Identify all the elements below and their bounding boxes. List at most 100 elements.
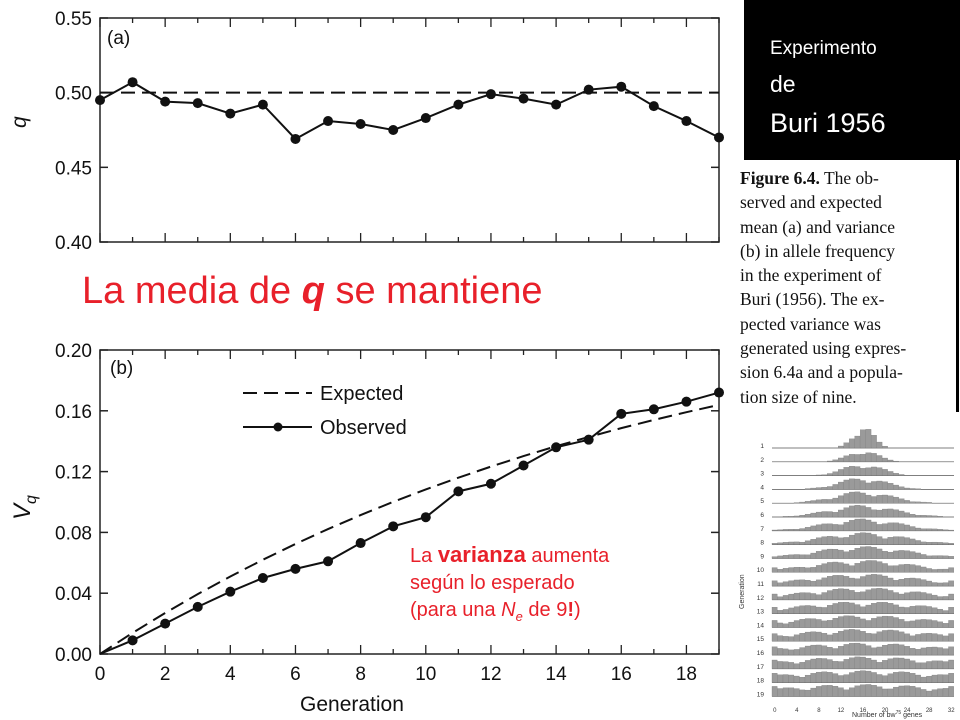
inset-histogram-bar (838, 661, 844, 669)
panel-b-ytick-label: 0.16 (55, 402, 92, 423)
panel-b-frame (99, 349, 720, 655)
inset-histogram-bar (948, 567, 954, 573)
inset-histogram-bar (860, 505, 866, 518)
inset-histogram-bar (782, 568, 789, 573)
inset-histogram-bar (804, 674, 811, 683)
panel-a-frame (99, 17, 720, 243)
inset-histogram-bar (804, 660, 811, 669)
inset-histogram-bar (810, 580, 817, 587)
inset-histogram-bar (849, 590, 855, 600)
inset-histogram-bar (937, 674, 943, 683)
inset-histogram-bar (871, 672, 877, 683)
inset-histogram-bar (827, 548, 833, 559)
inset-xlabel-b: genes (901, 712, 923, 719)
inset-histogram-bar (887, 508, 894, 518)
inset-histogram-bar (893, 484, 899, 490)
panel-a-data-point (160, 96, 171, 107)
inset-histogram-bar (893, 522, 899, 531)
panel-b-ytick-label: 0.00 (55, 645, 92, 666)
panel-b-data-point (355, 538, 366, 549)
inset-xlabel-a: Number of bw (852, 712, 897, 719)
inset-histogram-bar (898, 578, 905, 587)
inset-histogram-bar (893, 580, 899, 587)
inset-row-label: 8 (760, 540, 764, 547)
inset-histogram-bar (821, 563, 828, 573)
inset-histogram-bar (810, 673, 817, 683)
inset-histogram-bar (838, 687, 844, 697)
panel-b-data-point (551, 442, 562, 453)
inset-histogram-bar (838, 588, 844, 600)
y-axis-label-v: V (9, 502, 36, 520)
inset-histogram-bar (920, 592, 927, 600)
inset-histogram-bar (810, 631, 817, 642)
inset-histogram-bar (909, 564, 916, 573)
inset-histogram-bar (843, 467, 850, 476)
inset-histogram-bar (827, 523, 833, 531)
inset-row-label: 17 (757, 664, 765, 671)
inset-histogram-bar (920, 541, 927, 545)
experiment-title-line2: de (770, 71, 796, 97)
panel-b-y-axis-label: Vq (9, 495, 40, 520)
inset-histogram-bar (832, 588, 839, 600)
inset-histogram-bar (843, 588, 850, 600)
panel-b-data-point (323, 556, 334, 567)
inset-histogram-bar (838, 524, 844, 531)
inset-histogram-bar (942, 688, 949, 697)
inset-xtick-label: 12 (838, 708, 845, 714)
inset-histogram-bar (926, 528, 932, 531)
inset-histogram-bar (854, 563, 861, 573)
inset-histogram-bar (777, 569, 783, 573)
inset-histogram-bar (782, 623, 789, 628)
inset-histogram-bar (915, 649, 921, 656)
inset-histogram-bar (788, 674, 795, 683)
inset-histogram-bar (942, 596, 949, 600)
inset-histogram-bar (832, 497, 839, 504)
inset-histogram-bar (832, 561, 839, 573)
inset-histogram-bar (893, 460, 899, 462)
inset-histogram-bar (893, 686, 899, 697)
inset-histogram-bar (876, 602, 883, 614)
var-line3-n: N (501, 599, 516, 621)
inset-histogram-bar (810, 512, 817, 518)
inset-histogram-bar (854, 518, 861, 531)
inset-histogram-bar (887, 522, 894, 531)
inset-histogram-bar (871, 547, 877, 559)
inset-histogram-bar (827, 473, 833, 476)
inset-histogram-bar (815, 594, 822, 600)
inset-histogram-bar (909, 591, 916, 600)
inset-histogram-bar (815, 565, 822, 573)
inset-histogram-bar (920, 566, 927, 573)
inset-histogram-bar (926, 502, 932, 504)
inset-histogram-bar (854, 670, 861, 683)
inset-histogram-bar (793, 606, 800, 614)
inset-histogram-bar (777, 529, 783, 531)
inset-histogram-bar (777, 674, 783, 683)
inset-histogram-bar (942, 582, 949, 587)
inset-histogram-bar (854, 604, 861, 614)
inset-histogram-bar (793, 541, 800, 545)
inset-histogram-bar (904, 671, 910, 683)
panel-b-ytick-label: 0.04 (55, 584, 92, 605)
inset-histogram-bar (777, 610, 783, 614)
inset-histogram-bar (937, 634, 943, 642)
panel-b-xtick-label: 4 (225, 664, 236, 685)
inset-histogram-bar (827, 511, 833, 518)
inset-histogram-bar (810, 500, 817, 504)
inset-histogram-bar (887, 495, 894, 504)
inset-histogram-bar (860, 656, 866, 669)
panel-a-data-point (681, 116, 692, 127)
inset-histogram-bar (865, 658, 872, 669)
inset-histogram-bar (887, 643, 894, 656)
inset-histogram-bar (942, 529, 949, 531)
inset-histogram-bar (782, 581, 789, 587)
inset-histogram-bar (920, 676, 927, 683)
inset-histogram-bar (865, 467, 872, 476)
inset-histogram-bar (887, 603, 894, 614)
inset-histogram-bar (815, 511, 822, 518)
chart-panel-a: 0.40 0.45 0.50 0.55 (a) q (8, 9, 724, 254)
experiment-title-line1: Experimento (770, 38, 877, 59)
inset-histogram-bar (771, 646, 778, 656)
inset-histogram-bar (788, 554, 795, 559)
inset-histogram-bar (926, 542, 932, 545)
caption-line-4: (b) in allele frequency (740, 240, 895, 261)
